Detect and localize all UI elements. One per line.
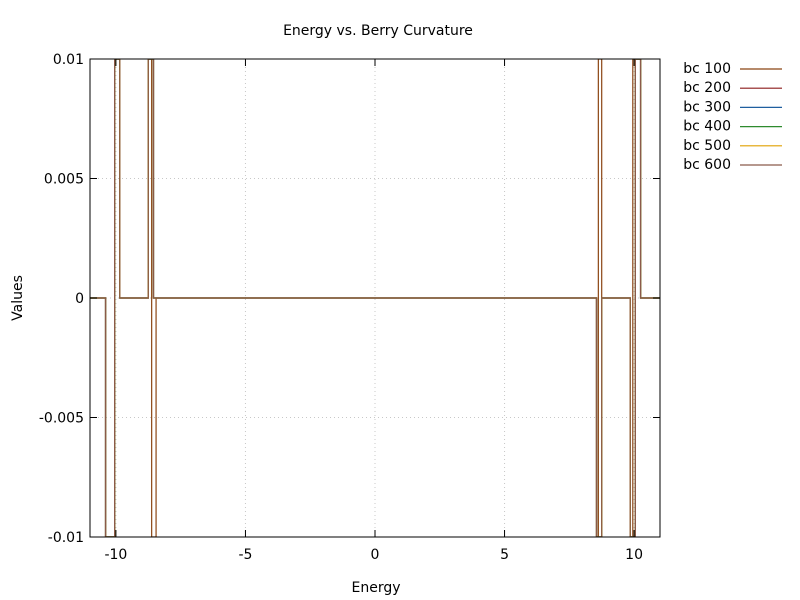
x-tick-label: -10: [104, 547, 127, 563]
legend-label: bc 200: [683, 80, 731, 96]
y-tick-label: 0.005: [44, 172, 84, 188]
legend: bc 100 bc 200 bc 300 bc 400 bc 500 bc 600: [683, 61, 782, 173]
series-line-bc-600: [90, 59, 660, 537]
x-axis-label: Energy: [351, 580, 400, 596]
chart-title: Energy vs. Berry Curvature: [283, 23, 473, 39]
ticks: [90, 58, 660, 538]
tick-labels: -10 -5 0 5 10 -0.01 -0.005 0 0.005 0.01: [39, 52, 643, 563]
x-tick-label: 10: [625, 547, 643, 563]
y-tick-label: -0.01: [48, 530, 84, 546]
y-tick-label: 0.01: [53, 52, 84, 68]
series-layer: [90, 59, 660, 537]
legend-label: bc 500: [683, 138, 731, 154]
y-tick-label: 0: [75, 291, 84, 307]
legend-label: bc 600: [683, 157, 731, 173]
x-tick-label: 0: [371, 547, 380, 563]
x-tick-label: 5: [500, 547, 509, 563]
legend-label: bc 300: [683, 99, 731, 115]
x-tick-label: -5: [238, 547, 252, 563]
legend-label: bc 400: [683, 119, 731, 135]
y-tick-label: -0.005: [39, 411, 84, 427]
y-axis-label: Values: [10, 275, 26, 321]
legend-label: bc 100: [683, 61, 731, 77]
